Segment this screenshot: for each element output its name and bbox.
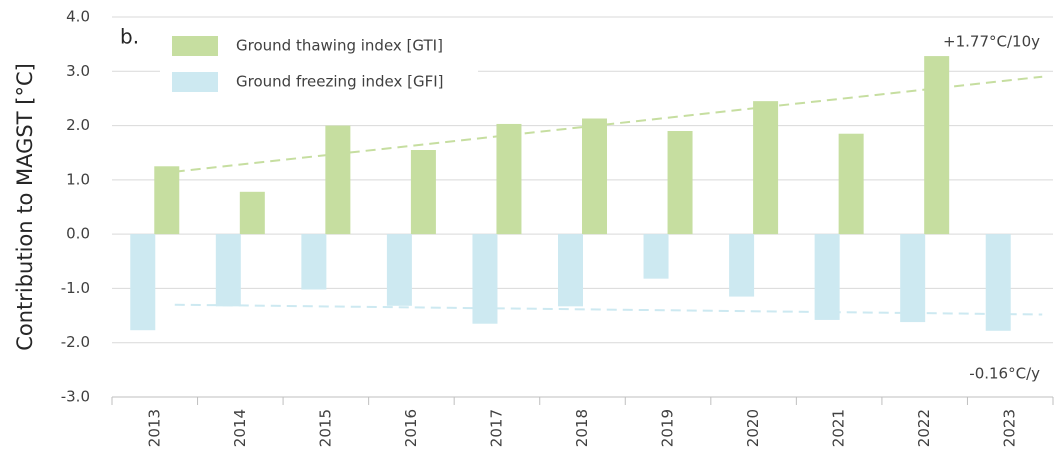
bar (643, 234, 669, 279)
bar (239, 191, 265, 235)
legend-label: Ground freezing index [GFI] (236, 73, 444, 91)
bar (325, 125, 351, 235)
bar (558, 234, 583, 307)
y-tick-label: 0.0 (66, 225, 90, 243)
y-tick-label: 1.0 (66, 170, 90, 188)
y-tick-label: 4.0 (66, 8, 90, 26)
bar (729, 234, 755, 297)
bar (215, 234, 241, 307)
bar (472, 234, 498, 324)
x-tick-label: 2021 (830, 409, 848, 447)
y-tick-label: 3.0 (66, 62, 90, 80)
bar (154, 166, 180, 235)
x-tick-label: 2022 (915, 409, 933, 447)
y-tick-label: -3.0 (61, 388, 90, 406)
x-tick-label: 2013 (145, 409, 163, 447)
legend-swatch (172, 72, 218, 92)
bar (924, 56, 950, 235)
x-tick-label: 2020 (744, 409, 762, 447)
bar (301, 234, 327, 290)
x-tick-label: 2018 (573, 409, 591, 447)
trend-label: -0.16°C/y (969, 365, 1040, 383)
panel-label: b. (120, 25, 139, 49)
bar (838, 133, 864, 235)
bar (410, 150, 436, 235)
bar (900, 234, 926, 323)
bar (753, 101, 779, 235)
legend-swatch (172, 36, 218, 56)
bar (582, 118, 607, 235)
trend-line (174, 75, 1043, 173)
x-tick-label: 2017 (487, 409, 505, 447)
x-tick-label: 2023 (1001, 409, 1019, 447)
bar (386, 234, 412, 306)
bar (985, 234, 1011, 331)
bar (496, 123, 522, 235)
bar (814, 234, 840, 320)
x-tick-label: 2016 (402, 409, 420, 447)
x-tick-label: 2015 (316, 409, 334, 447)
trend-label: +1.77°C/10y (943, 33, 1040, 51)
legend-label: Ground thawing index [GTI] (236, 37, 443, 55)
x-tick-label: 2014 (231, 409, 249, 447)
y-tick-label: -2.0 (61, 333, 90, 351)
y-tick-label: 2.0 (66, 116, 90, 134)
trend-line (174, 303, 1043, 316)
y-tick-label: -1.0 (61, 279, 90, 297)
bar (667, 131, 693, 235)
x-tick-label: 2019 (659, 409, 677, 447)
bar (130, 234, 156, 331)
y-axis-title: Contribution to MAGST [°C] (13, 63, 37, 351)
